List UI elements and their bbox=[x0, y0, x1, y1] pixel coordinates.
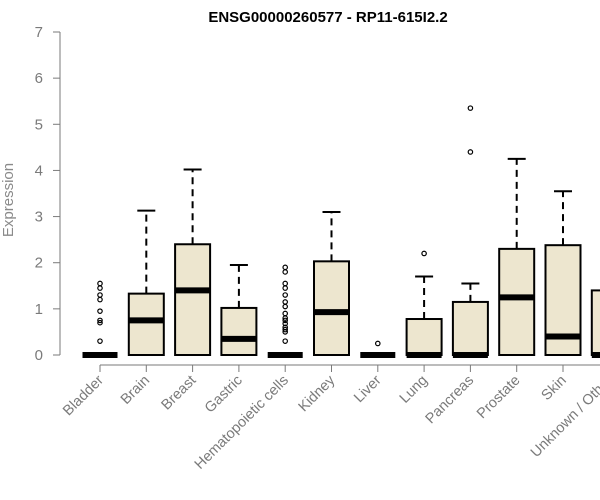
box-group bbox=[174, 168, 212, 356]
y-tick-label: 4 bbox=[35, 162, 43, 179]
y-tick-label: 2 bbox=[35, 255, 43, 272]
outlier-point bbox=[97, 292, 103, 298]
box-group bbox=[82, 280, 118, 358]
outlier-point bbox=[374, 340, 381, 347]
x-tick-label: Breast bbox=[158, 373, 199, 414]
outlier-point bbox=[467, 149, 474, 155]
outlier-point bbox=[97, 338, 103, 344]
box-group bbox=[451, 105, 489, 358]
outlier-point bbox=[97, 285, 103, 291]
x-tick-label: Brain bbox=[118, 373, 153, 408]
y-tick-label: 1 bbox=[35, 301, 43, 318]
y-axis: 0 1 2 3 4 5 6 7 bbox=[35, 24, 61, 364]
x-tick-label: Lung bbox=[397, 373, 431, 407]
y-tick-label: 3 bbox=[35, 209, 43, 226]
y-axis-label: Expression bbox=[0, 163, 17, 237]
outlier-point bbox=[97, 296, 103, 303]
outlier-point bbox=[97, 280, 103, 287]
box-body bbox=[405, 318, 443, 357]
y-tick-label: 6 bbox=[35, 70, 43, 87]
outlier-point bbox=[97, 319, 103, 326]
outlier-point bbox=[97, 308, 103, 314]
box-group bbox=[267, 264, 303, 358]
outlier-point bbox=[282, 324, 289, 331]
outlier-point bbox=[282, 338, 289, 344]
x-tick-label: Pancreas bbox=[423, 373, 478, 428]
y-tick-label: 5 bbox=[35, 116, 43, 133]
x-tick-label: Gastric bbox=[202, 373, 246, 417]
box-group bbox=[405, 250, 443, 358]
box-body bbox=[313, 260, 350, 356]
y-tick-label: 0 bbox=[35, 347, 43, 364]
outlier-point bbox=[282, 269, 289, 275]
outlier-point bbox=[97, 317, 103, 324]
outlier-point bbox=[282, 285, 289, 291]
chart-title: ENSG00000260577 - RP11-615I2.2 bbox=[208, 9, 447, 26]
outlier-point bbox=[282, 280, 289, 287]
box-group bbox=[220, 264, 258, 357]
outlier-point bbox=[282, 326, 289, 333]
box-body bbox=[220, 306, 258, 357]
box-body bbox=[590, 289, 600, 356]
outlier-point bbox=[282, 303, 289, 310]
outlier-point bbox=[282, 292, 289, 298]
outlier-point bbox=[282, 320, 289, 327]
box-group bbox=[127, 209, 165, 357]
outlier-point bbox=[282, 299, 289, 305]
outlier-point bbox=[421, 250, 427, 257]
box-group bbox=[498, 157, 536, 356]
box-body bbox=[451, 300, 489, 356]
box-group bbox=[544, 190, 582, 356]
x-tick-label: Liver bbox=[351, 372, 385, 406]
x-tick-label: Bladder bbox=[60, 372, 107, 419]
box-group bbox=[313, 210, 350, 356]
x-tick-label: Prostate bbox=[474, 373, 523, 422]
box-body bbox=[498, 247, 536, 356]
outlier-point bbox=[282, 310, 289, 317]
box-group bbox=[360, 340, 396, 358]
box-group bbox=[590, 289, 600, 358]
x-tick-label: Skin bbox=[539, 373, 570, 404]
box-body bbox=[127, 292, 165, 357]
outlier-point bbox=[467, 105, 474, 111]
box-series bbox=[82, 105, 600, 358]
outlier-point bbox=[282, 264, 289, 271]
x-tick-label: Kidney bbox=[296, 372, 339, 415]
y-tick-label: 7 bbox=[35, 24, 43, 41]
outlier-point bbox=[282, 317, 289, 324]
box-body bbox=[174, 243, 212, 356]
